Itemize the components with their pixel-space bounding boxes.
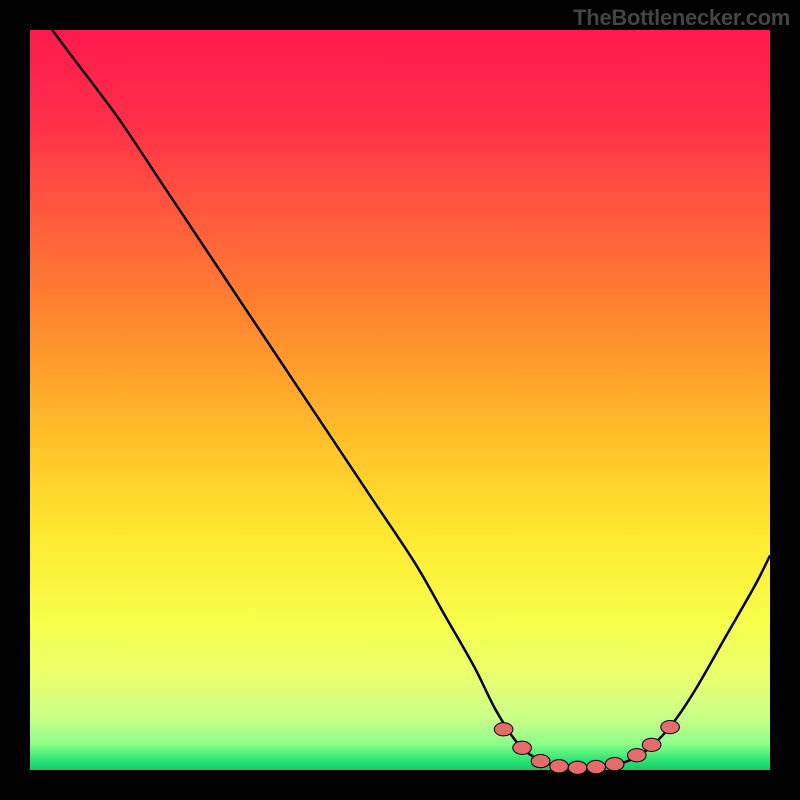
chart-background: [30, 30, 770, 770]
bottleneck-chart: TheBottlenecker.com: [0, 0, 800, 800]
watermark-text: TheBottlenecker.com: [573, 5, 790, 31]
chart-svg: [0, 0, 800, 800]
